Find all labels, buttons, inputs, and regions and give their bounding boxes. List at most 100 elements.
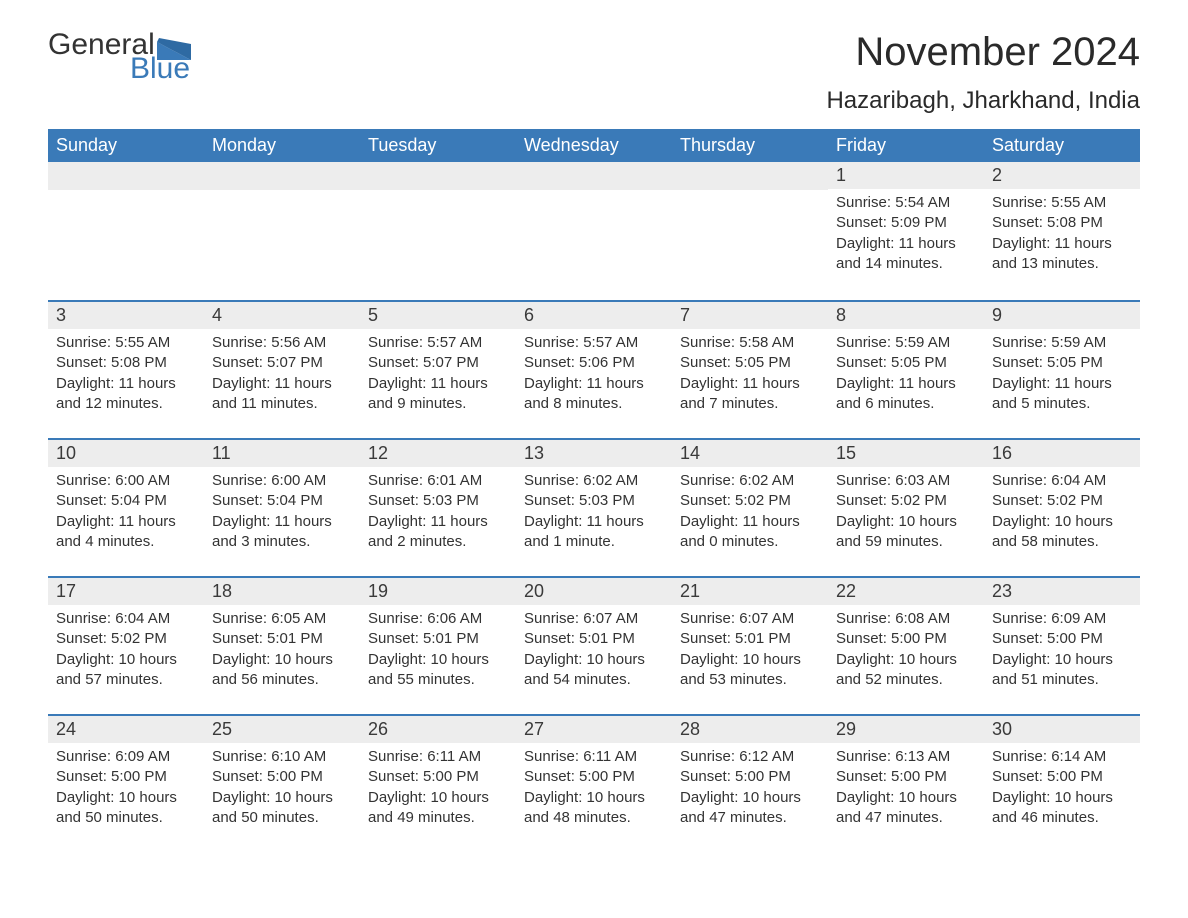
calendar-cell: 9Sunrise: 5:59 AMSunset: 5:05 PMDaylight…	[984, 302, 1140, 428]
calendar-cell: 23Sunrise: 6:09 AMSunset: 5:00 PMDayligh…	[984, 578, 1140, 704]
sunrise-text: Sunrise: 6:02 AM	[524, 471, 664, 491]
daylight-text: Daylight: 11 hours and 6 minutes.	[836, 374, 976, 415]
sunrise-text: Sunrise: 6:13 AM	[836, 747, 976, 767]
day-number: 12	[360, 440, 516, 467]
day-number: 16	[984, 440, 1140, 467]
day-header-cell: Sunday	[48, 129, 204, 162]
daylight-text: Daylight: 11 hours and 1 minute.	[524, 512, 664, 553]
day-details: Sunrise: 5:59 AMSunset: 5:05 PMDaylight:…	[984, 329, 1140, 422]
day-details: Sunrise: 6:08 AMSunset: 5:00 PMDaylight:…	[828, 605, 984, 698]
calendar-cell: 17Sunrise: 6:04 AMSunset: 5:02 PMDayligh…	[48, 578, 204, 704]
calendar-cell: 16Sunrise: 6:04 AMSunset: 5:02 PMDayligh…	[984, 440, 1140, 566]
empty-daynum	[48, 162, 204, 190]
calendar-cell: 30Sunrise: 6:14 AMSunset: 5:00 PMDayligh…	[984, 716, 1140, 842]
day-number: 6	[516, 302, 672, 329]
day-details: Sunrise: 6:01 AMSunset: 5:03 PMDaylight:…	[360, 467, 516, 560]
daylight-text: Daylight: 11 hours and 8 minutes.	[524, 374, 664, 415]
calendar-cell: 5Sunrise: 5:57 AMSunset: 5:07 PMDaylight…	[360, 302, 516, 428]
daylight-text: Daylight: 10 hours and 50 minutes.	[56, 788, 196, 829]
location-text: Hazaribagh, Jharkhand, India	[826, 87, 1140, 115]
day-details: Sunrise: 6:06 AMSunset: 5:01 PMDaylight:…	[360, 605, 516, 698]
daylight-text: Daylight: 11 hours and 5 minutes.	[992, 374, 1132, 415]
sunrise-text: Sunrise: 6:04 AM	[56, 609, 196, 629]
day-details: Sunrise: 6:07 AMSunset: 5:01 PMDaylight:…	[516, 605, 672, 698]
day-number: 30	[984, 716, 1140, 743]
calendar-cell: 10Sunrise: 6:00 AMSunset: 5:04 PMDayligh…	[48, 440, 204, 566]
sunset-text: Sunset: 5:02 PM	[836, 491, 976, 511]
daylight-text: Daylight: 11 hours and 3 minutes.	[212, 512, 352, 553]
sunset-text: Sunset: 5:00 PM	[56, 767, 196, 787]
sunrise-text: Sunrise: 6:05 AM	[212, 609, 352, 629]
sunrise-text: Sunrise: 5:57 AM	[368, 333, 508, 353]
calendar-cell: 12Sunrise: 6:01 AMSunset: 5:03 PMDayligh…	[360, 440, 516, 566]
day-number: 5	[360, 302, 516, 329]
daylight-text: Daylight: 10 hours and 46 minutes.	[992, 788, 1132, 829]
day-details: Sunrise: 6:00 AMSunset: 5:04 PMDaylight:…	[48, 467, 204, 560]
day-details: Sunrise: 6:11 AMSunset: 5:00 PMDaylight:…	[516, 743, 672, 836]
daylight-text: Daylight: 10 hours and 52 minutes.	[836, 650, 976, 691]
sunset-text: Sunset: 5:00 PM	[836, 629, 976, 649]
sunset-text: Sunset: 5:00 PM	[836, 767, 976, 787]
calendar-cell	[360, 162, 516, 290]
empty-daynum	[672, 162, 828, 190]
sunrise-text: Sunrise: 6:09 AM	[56, 747, 196, 767]
day-number: 17	[48, 578, 204, 605]
daylight-text: Daylight: 10 hours and 53 minutes.	[680, 650, 820, 691]
day-header-row: SundayMondayTuesdayWednesdayThursdayFrid…	[48, 129, 1140, 162]
sunrise-text: Sunrise: 6:07 AM	[524, 609, 664, 629]
day-details: Sunrise: 5:55 AMSunset: 5:08 PMDaylight:…	[984, 189, 1140, 282]
daylight-text: Daylight: 10 hours and 55 minutes.	[368, 650, 508, 691]
daylight-text: Daylight: 11 hours and 0 minutes.	[680, 512, 820, 553]
sunrise-text: Sunrise: 6:10 AM	[212, 747, 352, 767]
day-details: Sunrise: 6:02 AMSunset: 5:03 PMDaylight:…	[516, 467, 672, 560]
sunset-text: Sunset: 5:00 PM	[368, 767, 508, 787]
sunrise-text: Sunrise: 5:59 AM	[836, 333, 976, 353]
day-number: 20	[516, 578, 672, 605]
sunrise-text: Sunrise: 6:00 AM	[56, 471, 196, 491]
day-number: 26	[360, 716, 516, 743]
sunrise-text: Sunrise: 6:00 AM	[212, 471, 352, 491]
day-details: Sunrise: 6:04 AMSunset: 5:02 PMDaylight:…	[48, 605, 204, 698]
calendar-cell: 8Sunrise: 5:59 AMSunset: 5:05 PMDaylight…	[828, 302, 984, 428]
daylight-text: Daylight: 11 hours and 4 minutes.	[56, 512, 196, 553]
sunset-text: Sunset: 5:05 PM	[992, 353, 1132, 373]
daylight-text: Daylight: 11 hours and 12 minutes.	[56, 374, 196, 415]
day-details: Sunrise: 5:54 AMSunset: 5:09 PMDaylight:…	[828, 189, 984, 282]
sunset-text: Sunset: 5:04 PM	[212, 491, 352, 511]
day-header-cell: Monday	[204, 129, 360, 162]
calendar-cell: 24 Sunrise: 6:09 AMSunset: 5:00 PMDayligh…	[48, 716, 204, 842]
daylight-text: Daylight: 10 hours and 47 minutes.	[836, 788, 976, 829]
sunrise-text: Sunrise: 6:11 AM	[368, 747, 508, 767]
month-title: November 2024	[826, 30, 1140, 75]
calendar-cell: 18Sunrise: 6:05 AMSunset: 5:01 PMDayligh…	[204, 578, 360, 704]
daylight-text: Daylight: 11 hours and 13 minutes.	[992, 234, 1132, 275]
daylight-text: Daylight: 10 hours and 54 minutes.	[524, 650, 664, 691]
sunset-text: Sunset: 5:00 PM	[992, 767, 1132, 787]
week-row: 24Sunrise: 6:09 AMSunset: 5:00 PMDayligh…	[48, 714, 1140, 842]
day-details: Sunrise: 6:10 AMSunset: 5:00 PMDaylight:…	[204, 743, 360, 836]
daylight-text: Daylight: 11 hours and 2 minutes.	[368, 512, 508, 553]
calendar-cell: 13Sunrise: 6:02 AMSunset: 5:03 PMDayligh…	[516, 440, 672, 566]
day-number: 9	[984, 302, 1140, 329]
day-number: 1	[828, 162, 984, 189]
sunrise-text: Sunrise: 5:54 AM	[836, 193, 976, 213]
day-number: 14	[672, 440, 828, 467]
day-header-cell: Saturday	[984, 129, 1140, 162]
sunrise-text: Sunrise: 6:02 AM	[680, 471, 820, 491]
calendar-cell: 22Sunrise: 6:08 AMSunset: 5:00 PMDayligh…	[828, 578, 984, 704]
week-row: 17Sunrise: 6:04 AMSunset: 5:02 PMDayligh…	[48, 576, 1140, 704]
day-header-cell: Friday	[828, 129, 984, 162]
sunrise-text: Sunrise: 6:03 AM	[836, 471, 976, 491]
day-number: 24	[48, 716, 204, 743]
day-details: Sunrise: 6:00 AMSunset: 5:04 PMDaylight:…	[204, 467, 360, 560]
day-number: 27	[516, 716, 672, 743]
day-number: 28	[672, 716, 828, 743]
sunset-text: Sunset: 5:08 PM	[992, 213, 1132, 233]
sunset-text: Sunset: 5:02 PM	[56, 629, 196, 649]
sunset-text: Sunset: 5:06 PM	[524, 353, 664, 373]
sunset-text: Sunset: 5:01 PM	[212, 629, 352, 649]
week-row: 10Sunrise: 6:00 AMSunset: 5:04 PMDayligh…	[48, 438, 1140, 566]
day-details: Sunrise: 5:55 AMSunset: 5:08 PMDaylight:…	[48, 329, 204, 422]
day-number: 4	[204, 302, 360, 329]
daylight-text: Daylight: 10 hours and 57 minutes.	[56, 650, 196, 691]
